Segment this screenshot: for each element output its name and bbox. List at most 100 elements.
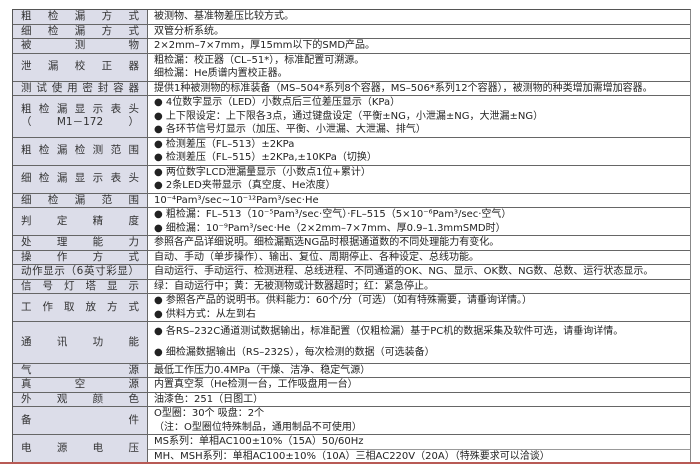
spec-label-text: 粗检漏方式: [21, 10, 139, 22]
spec-label-text: 外观颜色: [21, 392, 139, 405]
spec-label: 粗检漏检测范围: [13, 137, 148, 165]
spec-row: 信号灯塔显示 绿：自动运行中；黄：无被测物或计数器超时；红：紧急停止。: [13, 278, 690, 293]
spec-value: 10⁻⁴Pam³/sec~10⁻¹²Pam³/sec·He: [148, 194, 690, 208]
spec-label: 细检漏方式: [13, 24, 148, 38]
spec-label-text: 电源电压: [21, 442, 139, 455]
spec-label-text: 真空源: [21, 378, 139, 390]
spec-value-line: 双管分析系统。: [154, 25, 224, 37]
spec-row: 粗检漏检测范围 ● 检测差压（FL–513）±2KPa ● 检测差压（FL–515）…: [13, 136, 690, 165]
spec-row: 动作显示（6英寸彩显） 自动运行、手动运行、检测进程、总线进程、不同通道的OK、N…: [13, 264, 690, 279]
spec-value-line: ● 检测差压（FL–515）±2KPa,±10KPa（切换）: [154, 152, 377, 163]
spec-label: 外观颜色: [13, 392, 148, 406]
spec-value-line: 自动、手动（单步操作）、输出、复位、周期停止、各种设定、总线功能。: [154, 251, 479, 263]
spec-row: 测试使用密封容器 提供1种被测物的标准装备（MS–504*系列8个容器，MS–50…: [13, 80, 690, 96]
spec-value-line: ● 各RS–232C通道测试数据输出，标准配置（仅粗检漏）基于PC机的数据采集及…: [154, 326, 624, 338]
spec-row: 真空源 内置真空泵（He检测一台，工作吸盘用一台）: [13, 377, 690, 392]
spec-row: 判定精度 ● 粗检漏：FL–513（10⁻⁵Pam³/sec·空气）·FL–515…: [13, 207, 690, 235]
spec-label-text: 动作显示（6英寸彩显）: [21, 265, 139, 277]
spec-value-line: ● 粗检漏：FL–513（10⁻⁵Pam³/sec·空气）·FL–515（5×1…: [154, 209, 512, 220]
spec-label-text: 操作方式: [21, 250, 139, 263]
spec-value-line: 自动运行、手动运行、检测进程、总线进程、不同通道的OK、NG、显示、OK数、NG…: [154, 266, 654, 277]
spec-value: 自动、手动（单步操作）、输出、复位、周期停止、各种设定、总线功能。: [148, 251, 690, 265]
spec-row: 处理能力 参照各产品详细说明。细检漏甄选NG品时根据通道数的不同处理能力有变化。: [13, 235, 690, 250]
spec-value: ● 各RS–232C通道测试数据输出，标准配置（仅粗检漏）基于PC机的数据采集及…: [148, 322, 690, 363]
spec-label-text: 判定精度: [21, 214, 139, 227]
spec-label: 判定精度: [13, 208, 148, 235]
spec-label-text: 泄漏校正器: [21, 60, 139, 73]
spec-row: 细检漏显示表头 ● 两位数字LCD泄漏量显示（小数点1位+累计） ● 2条LED夹带…: [13, 164, 690, 193]
spec-row: 操作方式 自动、手动（单步操作）、输出、复位、周期停止、各种设定、总线功能。: [13, 249, 690, 265]
spec-value-line: ● 供料方式：从左到右: [154, 308, 256, 320]
spec-value-line: ● 检测差压（FL–513）±2KPa: [154, 138, 295, 150]
spec-row: 细检漏范围 10⁻⁴Pam³/sec~10⁻¹²Pam³/sec·He: [13, 192, 690, 208]
spec-value: MS系列：单相AC100±10%（15A）50/60Hz MH、MSH系列：单相A…: [148, 435, 690, 463]
spec-value: ● 参照各产品的说明书。供料能力：60个/分（可选）（如有特殊需要，请垂询详情。…: [148, 294, 690, 321]
spec-label-text: 通讯功能: [21, 335, 139, 348]
spec-label: 测试使用密封容器: [13, 81, 148, 95]
spec-value-line: 最低工作压力0.4MPa（干燥、洁净、稳定气源）: [154, 364, 371, 376]
spec-label: 电源电压: [13, 435, 148, 463]
spec-value: O型圈：30个 吸盘：2个 （注：O型圈位特殊制品，通用制品不可使用）: [148, 407, 690, 434]
spec-row: 气源 最低工作压力0.4MPa（干燥、洁净、稳定气源）: [13, 362, 690, 377]
spec-value-line: 10⁻⁴Pam³/sec~10⁻¹²Pam³/sec·He: [154, 194, 319, 206]
spec-label: 粗检漏显示表头 （M1－172）: [13, 96, 148, 137]
spec-row: 电源电压 MS系列：单相AC100±10%（15A）50/60Hz MH、MSH系列…: [13, 434, 690, 463]
spec-label-text: 细检漏范围: [21, 193, 139, 206]
spec-value-line: ● 上下限设定：上下限各3点，通过键盘设定（平衡±NG，小泄漏±NG，大泄漏±N…: [154, 110, 544, 122]
spec-label: 备件: [13, 407, 148, 434]
spec-row: 泄漏校正器 粗检漏：校正器（CL–51*），标准配置可溯源。 细检漏：He质谱内置校…: [13, 52, 690, 81]
spec-label-text: 备件: [21, 413, 139, 426]
spec-label: 信号灯塔显示: [13, 279, 148, 293]
spec-value-line: 参照各产品详细说明。细检漏甄选NG品时根据通道数的不同处理能力有变化。: [154, 237, 500, 248]
spec-value: ● 4位数字显示（LED）小数点后三位差压显示（KPa） ● 上下限设定：上下限各…: [148, 96, 690, 137]
spec-value-line: 粗检漏：校正器（CL–51*），标准配置可溯源。: [154, 54, 365, 66]
spec-label-text: 粗检漏显示表头: [21, 102, 139, 115]
spec-label: 动作显示（6英寸彩显）: [13, 265, 148, 279]
spec-label-text: 处理能力: [21, 236, 139, 248]
spec-label-text: 信号灯塔显示: [21, 279, 139, 292]
spec-label: 被测物: [13, 39, 148, 53]
spec-value-line: 细检漏：He质谱内置校正器。: [154, 68, 288, 79]
spec-label: 泄漏校正器: [13, 53, 148, 81]
spec-value-line: 2×2mm–7×7mm，厚15mm以下的SMD产品。: [154, 40, 376, 51]
spec-row: 外观颜色 油漆色：251（日图工）: [13, 391, 690, 407]
spec-value-line: O型圈：30个 吸盘：2个: [154, 408, 265, 419]
spec-label-text: 气源: [21, 363, 139, 376]
spec-label: 工作取放方式: [13, 294, 148, 321]
spec-row: 通讯功能 ● 各RS–232C通道测试数据输出，标准配置（仅粗检漏）基于PC机的数…: [13, 321, 690, 363]
spec-label: 真空源: [13, 378, 148, 392]
spec-value-line: ● 2条LED夹带显示（真空度、He浓度）: [154, 180, 336, 191]
spec-label-text: 测试使用密封容器: [21, 81, 139, 94]
spec-value: 提供1种被测物的标准装备（MS–504*系列8个容器，MS–506*系列12个容…: [148, 82, 690, 96]
spec-value-line: 提供1种被测物的标准装备（MS–504*系列8个容器，MS–506*系列12个容…: [154, 82, 653, 94]
spec-value-line: ● 细检漏：10⁻⁹Pam³/sec·He（2×2mm–7×7mm、厚0.9–1…: [154, 222, 506, 234]
spec-value-line: 被测物、基准物差压比较方式。: [154, 11, 294, 22]
spec-label: 细检漏范围: [13, 193, 148, 207]
spec-label: 处理能力: [13, 236, 148, 250]
bottom-divider: [0, 462, 700, 464]
spec-value-line: 内置真空泵（He检测一台，工作吸盘用一台）: [154, 379, 358, 390]
spec-value-line: ● 各环节信号灯显示（加压、平衡、小泄漏、大泄漏、排气）: [154, 124, 426, 135]
spec-value: 油漆色：251（日图工）: [148, 393, 690, 407]
spec-value-line: （注：O型圈位特殊制品，通用制品不可使用）: [154, 421, 362, 433]
spec-value: 参照各产品详细说明。细检漏甄选NG品时根据通道数的不同处理能力有变化。: [148, 236, 690, 250]
spec-value-line: ● 两位数字LCD泄漏量显示（小数点1位+累计）: [154, 166, 371, 178]
spec-value-line: MS系列：单相AC100±10%（15A）50/60Hz: [154, 436, 364, 447]
spec-row: 粗检漏显示表头 （M1－172） ● 4位数字显示（LED）小数点后三位差压显示（K…: [13, 95, 690, 137]
spec-value-line: 油漆色：251（日图工）: [154, 393, 264, 405]
spec-label: 通讯功能: [13, 322, 148, 363]
spec-value-line: ● 参照各产品的说明书。供料能力：60个/分（可选）（如有特殊需要，请垂询详情。…: [154, 295, 532, 306]
spec-value-line: ● 细检漏数据输出（RS–232S），每次检测的数据（可选装备）: [154, 346, 435, 358]
spec-label-text: 细检漏方式: [21, 24, 139, 37]
spec-value-line: ● 4位数字显示（LED）小数点后三位差压显示（KPa）: [154, 97, 401, 108]
spec-value: 粗检漏：校正器（CL–51*），标准配置可溯源。 细检漏：He质谱内置校正器。: [148, 54, 690, 81]
spec-label-text: 被测物: [21, 39, 139, 51]
spec-value-line: MH、MSH系列：单相AC100±10%（10A）三相AC220V（20A）（特…: [148, 448, 690, 464]
spec-row: 细检漏方式 双管分析系统。: [13, 23, 690, 38]
spec-label-text: （M1－172）: [21, 116, 139, 129]
spec-label-text: 工作取放方式: [21, 300, 139, 313]
spec-value: ● 两位数字LCD泄漏量显示（小数点1位+累计） ● 2条LED夹带显示（真空度、…: [148, 166, 690, 193]
spec-label: 操作方式: [13, 250, 148, 264]
spec-label: 粗检漏方式: [13, 10, 148, 24]
spec-row: 被测物 2×2mm–7×7mm，厚15mm以下的SMD产品。: [13, 38, 690, 53]
